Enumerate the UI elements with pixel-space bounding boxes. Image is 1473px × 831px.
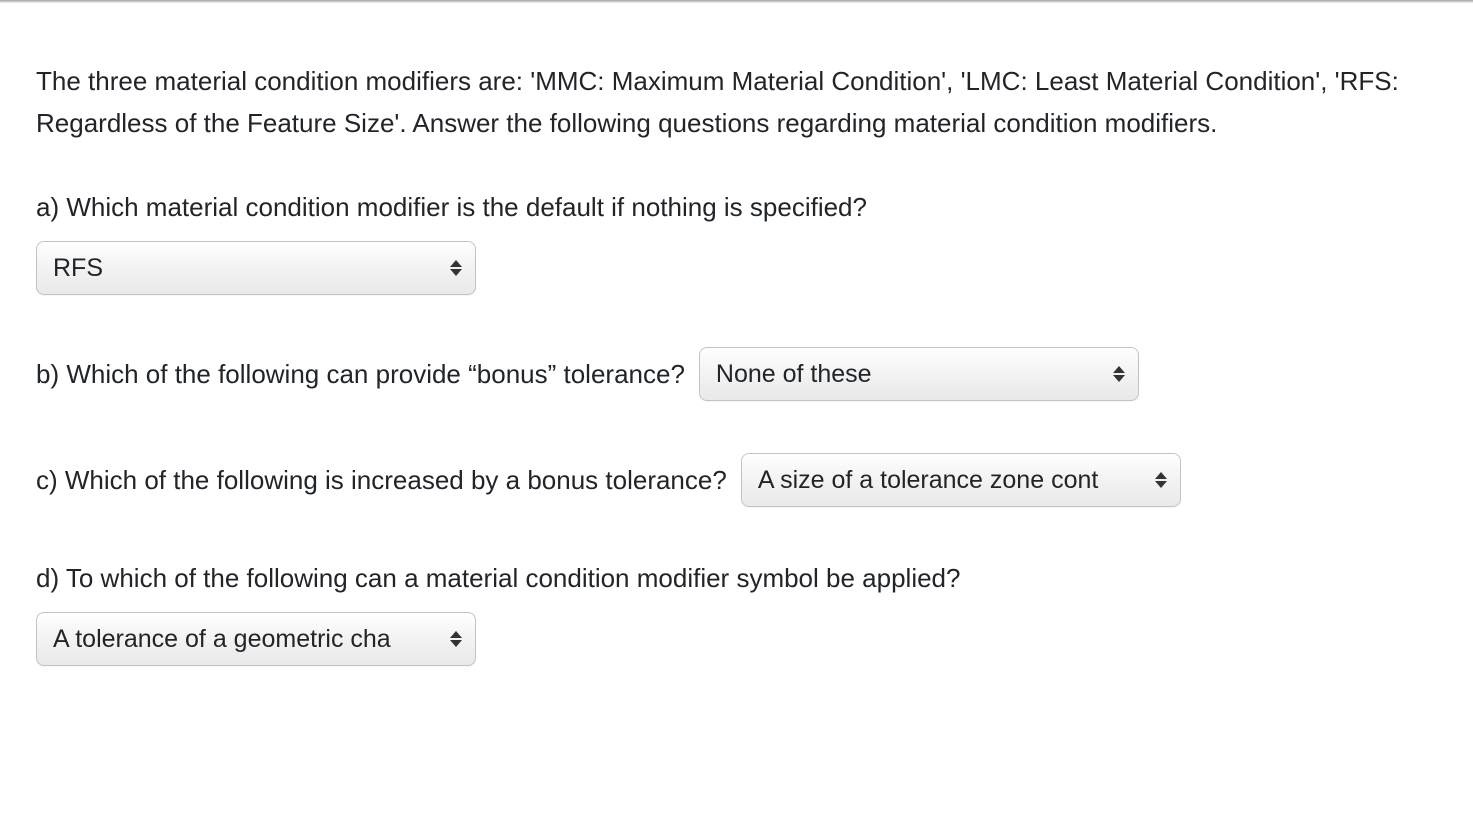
intro-text: The three material condition modifiers a… — [36, 61, 1437, 144]
question-b-select-wrapper: None of these — [699, 347, 1139, 401]
content-area: The three material condition modifiers a… — [0, 61, 1473, 666]
question-c-block: c) Which of the following is increased b… — [36, 453, 1437, 507]
question-d-select[interactable]: A tolerance of a geometric cha — [36, 612, 476, 666]
question-a-select[interactable]: RFS — [36, 241, 476, 295]
question-c-select[interactable]: A size of a tolerance zone cont — [741, 453, 1181, 507]
question-b-selected-value: None of these — [716, 360, 872, 389]
top-divider — [0, 0, 1473, 3]
question-a-block: a) Which material condition modifier is … — [36, 188, 1437, 295]
question-d-selected-value: A tolerance of a geometric cha — [53, 625, 391, 654]
question-d-text: d) To which of the following can a mater… — [36, 559, 1437, 598]
question-b-select[interactable]: None of these — [699, 347, 1139, 401]
question-b-text: b) Which of the following can provide “b… — [36, 355, 685, 394]
question-c-selected-value: A size of a tolerance zone cont — [758, 466, 1099, 495]
question-c-text: c) Which of the following is increased b… — [36, 461, 727, 500]
question-b-block: b) Which of the following can provide “b… — [36, 347, 1437, 401]
question-a-text: a) Which material condition modifier is … — [36, 188, 1437, 227]
question-d-block: d) To which of the following can a mater… — [36, 559, 1437, 666]
question-a-selected-value: RFS — [53, 254, 103, 283]
question-a-select-wrapper: RFS — [36, 241, 476, 295]
question-d-select-wrapper: A tolerance of a geometric cha — [36, 612, 476, 666]
question-c-select-wrapper: A size of a tolerance zone cont — [741, 453, 1181, 507]
